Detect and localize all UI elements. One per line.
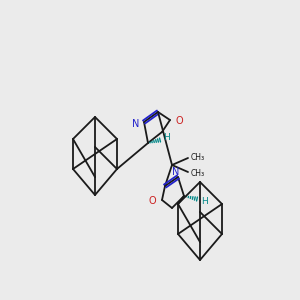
Text: O: O <box>148 196 156 206</box>
Text: H: H <box>163 134 170 142</box>
Text: N: N <box>172 167 180 177</box>
Text: H: H <box>201 196 207 206</box>
Text: CH₃: CH₃ <box>191 152 205 161</box>
Text: O: O <box>175 116 183 126</box>
Text: CH₃: CH₃ <box>191 169 205 178</box>
Text: N: N <box>132 119 139 129</box>
